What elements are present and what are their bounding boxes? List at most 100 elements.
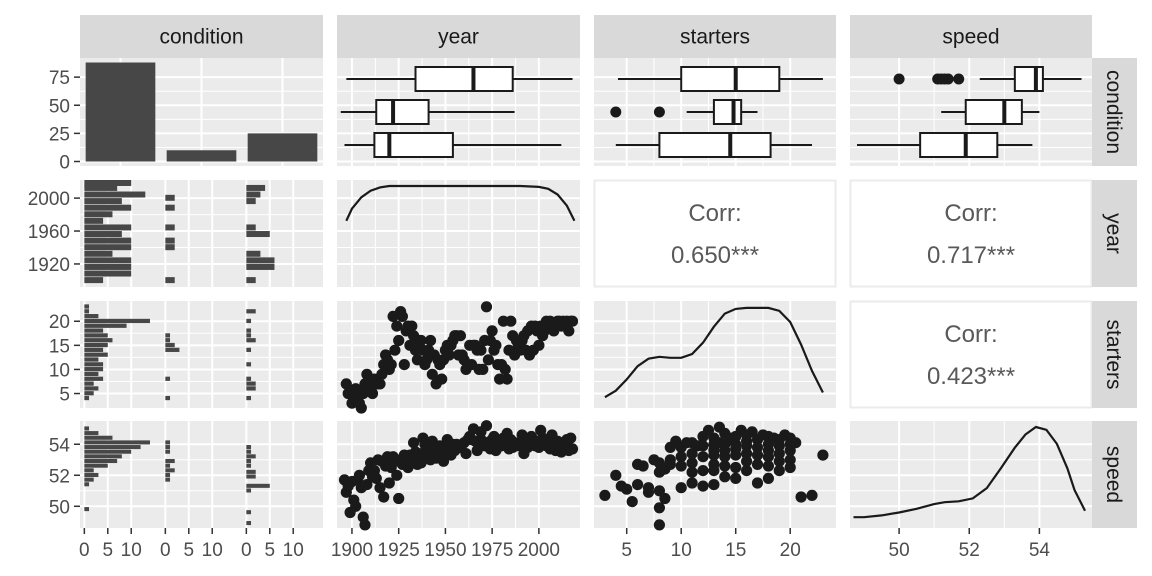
scatter-point bbox=[480, 301, 493, 313]
histogram-bar bbox=[84, 244, 132, 251]
outlier-point bbox=[893, 73, 905, 85]
y-tick-label: 15 bbox=[49, 336, 70, 357]
scatter-point bbox=[566, 443, 579, 455]
histogram-bar bbox=[246, 483, 270, 488]
boxplot-year bbox=[344, 132, 562, 158]
scatter-point bbox=[659, 492, 671, 505]
histogram-bar bbox=[84, 458, 118, 464]
corr-value-year-starters: 0.650*** bbox=[671, 242, 759, 269]
histogram-bar bbox=[246, 458, 252, 464]
boxplot-group-speed bbox=[857, 66, 1082, 158]
histogram-bar bbox=[246, 231, 270, 238]
scatter-point bbox=[784, 454, 796, 466]
scatter-starters_vs_year bbox=[340, 301, 579, 414]
correlation-layer: Corr: 0.650*** Corr: 0.717*** Corr: 0.42… bbox=[671, 200, 1015, 390]
histogram-bar bbox=[84, 231, 122, 238]
column-strip-condition-label: condition bbox=[159, 26, 243, 49]
x-tick-label: 10 bbox=[283, 540, 304, 561]
scatter-point bbox=[398, 359, 410, 371]
histogram-bar bbox=[84, 454, 122, 459]
scatter-point bbox=[393, 492, 405, 505]
histogram-bar bbox=[246, 328, 252, 333]
row-strip-speed-label: speed bbox=[1102, 446, 1125, 503]
histogram-bar bbox=[84, 270, 132, 277]
box bbox=[919, 132, 999, 158]
scatter-point bbox=[675, 482, 687, 494]
histogram-bar bbox=[246, 376, 252, 381]
boxplot-year bbox=[346, 66, 573, 92]
corr-cell-year-speed: Corr: 0.717*** bbox=[927, 200, 1015, 269]
column-strip-speed: speed bbox=[850, 15, 1092, 58]
x-tick-label: 2000 bbox=[518, 540, 560, 561]
scatter-point bbox=[383, 477, 395, 489]
histogram-bar bbox=[84, 204, 132, 211]
histogram-bar bbox=[246, 463, 252, 468]
scatter-point bbox=[374, 482, 386, 494]
y-tick-label: 54 bbox=[49, 435, 71, 456]
y-tick-label: 5 bbox=[59, 385, 70, 406]
y-axis-speed: 50 52 54 bbox=[49, 435, 80, 518]
corr-cell-starters-speed: Corr: 0.423*** bbox=[927, 321, 1015, 390]
box bbox=[373, 132, 454, 158]
histogram-bar bbox=[84, 263, 132, 270]
condition-bar bbox=[85, 62, 156, 162]
histogram-bar bbox=[246, 449, 252, 454]
panel-starters-speed-frame bbox=[849, 300, 1093, 409]
histogram-bar bbox=[246, 454, 256, 459]
panel-year-year bbox=[337, 180, 580, 287]
histogram-bar bbox=[84, 391, 94, 396]
scatter-point bbox=[359, 519, 371, 531]
histogram-bar bbox=[84, 224, 132, 231]
x-tick-label: 15 bbox=[725, 540, 746, 561]
x-tick-label: 1975 bbox=[471, 540, 513, 561]
scatter-point bbox=[762, 460, 775, 472]
boxplot-speed bbox=[857, 132, 1033, 158]
scatter-point bbox=[642, 486, 655, 498]
scatter-point bbox=[353, 469, 365, 481]
histogram-bar bbox=[84, 367, 104, 372]
x-axis-speed: 50 52 54 bbox=[889, 528, 1050, 561]
panel-starters-condition-background bbox=[80, 301, 323, 408]
scatter-point bbox=[621, 483, 633, 495]
histogram-bar bbox=[84, 435, 113, 440]
scatter-point bbox=[350, 500, 362, 512]
histogram-bar bbox=[246, 318, 252, 324]
histogram-bar bbox=[165, 463, 171, 468]
histogram-bar bbox=[165, 194, 175, 201]
histogram-bar bbox=[84, 198, 122, 205]
scatter-point bbox=[490, 339, 502, 351]
scatter-point bbox=[686, 448, 698, 460]
histogram-year bbox=[84, 180, 275, 284]
histogram-bar bbox=[84, 386, 99, 391]
histogram-bar bbox=[246, 257, 275, 264]
scatter-point bbox=[741, 440, 753, 452]
condition-bar bbox=[166, 150, 237, 162]
scatter-point bbox=[626, 496, 638, 508]
panel-starters-starters-background bbox=[594, 301, 836, 408]
scatter-point bbox=[565, 432, 577, 444]
histogram-bar bbox=[165, 445, 171, 450]
histogram-bar bbox=[84, 217, 104, 224]
x-tick-label: 5 bbox=[183, 540, 194, 561]
panel-starters-condition bbox=[80, 301, 323, 408]
column-strip-starters-label: starters bbox=[680, 26, 750, 49]
histogram-bar bbox=[165, 277, 175, 284]
outlier-point bbox=[653, 106, 665, 118]
histogram-bar bbox=[84, 180, 132, 186]
row-strip-year-label: year bbox=[1102, 213, 1125, 254]
scatter-point bbox=[443, 349, 455, 361]
scatter-point bbox=[374, 378, 386, 390]
histogram-bar bbox=[84, 482, 90, 487]
histogram-bar bbox=[84, 357, 99, 362]
scatter-point bbox=[415, 457, 427, 469]
x-axis-starters: 5 10 15 20 bbox=[621, 528, 801, 561]
histogram-bar bbox=[84, 371, 99, 377]
scatter-point bbox=[675, 460, 687, 472]
box bbox=[680, 66, 781, 92]
y-axis-year: 1920 1960 2000 bbox=[28, 189, 80, 276]
histogram-bar bbox=[165, 395, 171, 401]
histogram-bar bbox=[84, 426, 90, 431]
y-tick-label: 50 bbox=[49, 96, 70, 117]
scatter-point bbox=[355, 402, 367, 414]
